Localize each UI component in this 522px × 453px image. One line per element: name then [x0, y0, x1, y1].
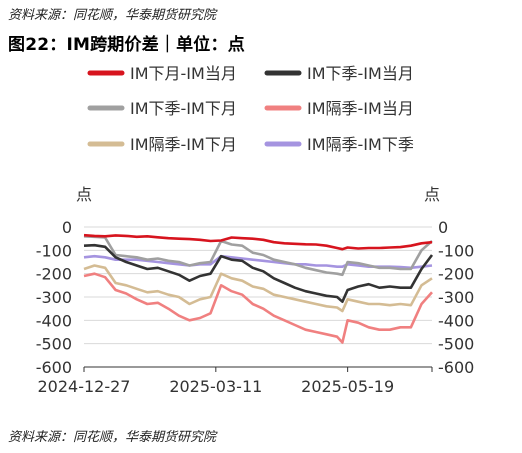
y-tick-label-right: -500: [438, 335, 474, 354]
series-line: [83, 235, 433, 277]
x-tick-label: 2024-12-27: [38, 377, 131, 396]
series-line: [83, 233, 433, 251]
left-axis-unit: 点: [76, 185, 92, 204]
right-axis-unit: 点: [424, 185, 440, 204]
legend-label: IM下季-IM下月: [130, 99, 237, 118]
legend-label: IM隔季-IM下月: [130, 135, 237, 154]
series-line: [83, 272, 433, 344]
legend-label: IM隔季-IM下季: [307, 135, 414, 154]
x-tick-label: 2025-05-19: [301, 377, 394, 396]
y-tick-label-right: -400: [438, 311, 474, 330]
y-tick-label: -100: [36, 241, 72, 260]
series-line: [83, 264, 433, 313]
legend-label: IM下月-IM当月: [130, 64, 237, 83]
y-tick-label: 0: [62, 218, 72, 237]
y-tick-label: -600: [36, 358, 72, 377]
y-tick-label: -400: [36, 311, 72, 330]
x-axis: 2024-12-27 2025-03-11 2025-05-19: [38, 366, 433, 396]
y-axis-right: 0 -100 -200 -300 -400 -500 -600: [438, 218, 474, 377]
legend: IM下月-IM当月 IM下季-IM当月 IM下季-IM下月 IM隔季-IM当月 IM隔季…: [87, 64, 414, 154]
y-tick-label-right: -200: [438, 265, 474, 284]
y-tick-label: -500: [36, 335, 72, 354]
y-tick-label-right: -100: [438, 241, 474, 260]
source-note-top: 资料来源：同花顺，华泰期货研究院: [8, 8, 217, 23]
y-axis-left: 0 -100 -200 -300 -400 -500 -600: [36, 218, 72, 377]
y-tick-label: -200: [36, 265, 72, 284]
legend-label: IM隔季-IM当月: [307, 99, 414, 118]
series-line: [83, 243, 434, 304]
plot-area: [83, 233, 434, 344]
y-tick-label: -300: [36, 288, 72, 307]
source-note-bottom: 资料来源：同花顺，华泰期货研究院: [8, 430, 217, 445]
gridlines: [84, 226, 432, 368]
y-tick-label-right: -600: [438, 358, 474, 377]
y-tick-label-right: 0: [438, 218, 448, 237]
x-tick-label: 2025-03-11: [169, 377, 262, 396]
chart-title: 图22：IM跨期价差｜单位：点: [8, 35, 245, 55]
legend-label: IM下季-IM当月: [307, 64, 414, 83]
y-tick-label-right: -300: [438, 288, 474, 307]
